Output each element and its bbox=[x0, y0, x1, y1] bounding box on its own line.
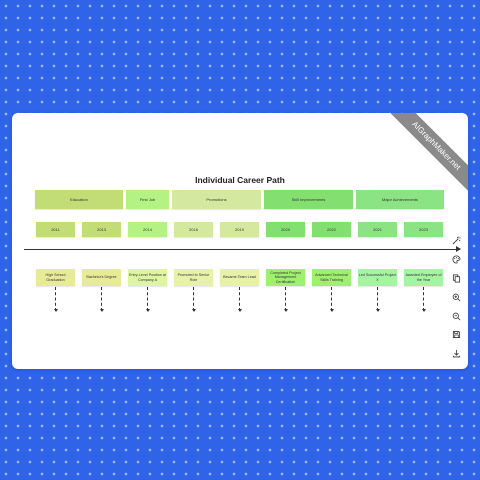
zoom-out-button[interactable] bbox=[449, 309, 463, 323]
event-connector-arrow bbox=[145, 309, 150, 312]
event-connector-arrow bbox=[421, 309, 426, 312]
category-label: First Job bbox=[139, 197, 156, 202]
diagram-title: Individual Career Path bbox=[195, 175, 285, 185]
event-connector bbox=[239, 287, 240, 311]
magic-wand-icon bbox=[452, 235, 461, 244]
event-box: Entry-Level Position at Company A bbox=[128, 269, 167, 286]
event-connector bbox=[285, 287, 286, 311]
year-label: 2020 bbox=[281, 227, 290, 232]
event-label: Advanced Technical Skills Training bbox=[315, 273, 348, 282]
event-label: Promoted to Senior Role bbox=[177, 273, 210, 282]
year-box: 2014 bbox=[128, 222, 167, 237]
copy-button[interactable] bbox=[449, 271, 463, 285]
category-label: Skill Improvements bbox=[291, 197, 326, 202]
event-connector-arrow bbox=[375, 309, 380, 312]
year-label: 2014 bbox=[143, 227, 152, 232]
zoom-in-icon bbox=[452, 293, 460, 301]
event-connector-arrow bbox=[329, 309, 334, 312]
save-button[interactable] bbox=[449, 327, 463, 341]
event-connector-arrow bbox=[99, 309, 104, 312]
category-skill-improvements: Skill Improvements bbox=[264, 190, 353, 209]
event-label: Entry-Level Position at Company A bbox=[129, 273, 166, 282]
timeline-axis bbox=[24, 249, 460, 250]
event-box: Awarded Employee of the Year bbox=[404, 269, 443, 286]
event-box: Promoted to Senior Role bbox=[174, 269, 213, 286]
event-label: Completed Project Management Certificati… bbox=[270, 271, 301, 284]
download-button[interactable] bbox=[449, 346, 463, 360]
palette-button[interactable] bbox=[449, 252, 463, 266]
category-label: Promotions bbox=[206, 197, 227, 202]
event-label: Led Successful Project X bbox=[358, 273, 397, 282]
year-label: 2011 bbox=[51, 227, 60, 232]
category-label: Major Achievements bbox=[381, 197, 418, 202]
event-label: High School Graduation bbox=[45, 273, 66, 282]
year-box: 2016 bbox=[174, 222, 213, 237]
category-education: Education bbox=[35, 190, 123, 209]
event-connector-arrow bbox=[53, 309, 58, 312]
zoom-out-icon bbox=[452, 312, 460, 320]
event-connector bbox=[55, 287, 56, 311]
category-promotions: Promotions bbox=[172, 190, 261, 209]
event-label: Awarded Employee of the Year bbox=[405, 273, 442, 282]
event-connector bbox=[377, 287, 378, 311]
save-icon bbox=[452, 330, 460, 338]
palette-icon bbox=[452, 254, 461, 264]
event-box: Bachelor's Degree bbox=[82, 269, 121, 286]
event-box: Advanced Technical Skills Training bbox=[312, 269, 351, 286]
event-box: Became Team Lead bbox=[220, 269, 259, 286]
year-label: 2019 bbox=[235, 227, 244, 232]
event-connector-arrow bbox=[237, 309, 242, 312]
year-box: 2019 bbox=[220, 222, 259, 237]
year-box: 2021 bbox=[358, 222, 397, 237]
event-connector bbox=[423, 287, 424, 311]
category-first-job: First Job bbox=[126, 190, 169, 209]
copy-icon bbox=[452, 273, 460, 283]
timeline-arrow-head bbox=[456, 246, 461, 252]
event-label: Bachelor's Degree bbox=[86, 275, 117, 280]
year-label: 2023 bbox=[419, 227, 428, 232]
year-box: 2022 bbox=[312, 222, 351, 237]
zoom-in-button[interactable] bbox=[449, 290, 463, 304]
year-label: 2021 bbox=[373, 227, 382, 232]
download-icon bbox=[452, 349, 460, 357]
event-box: High School Graduation bbox=[36, 269, 75, 286]
year-box: 2020 bbox=[266, 222, 305, 237]
event-box: Completed Project Management Certificati… bbox=[266, 269, 305, 286]
year-box: 2013 bbox=[82, 222, 121, 237]
event-box: Led Successful Project X bbox=[358, 269, 397, 286]
watermark-ribbon: AIGraphMaker.net bbox=[380, 113, 468, 202]
event-connector-arrow bbox=[283, 309, 288, 312]
magic-wand-button[interactable] bbox=[449, 233, 463, 247]
year-box: 2023 bbox=[404, 222, 443, 237]
year-label: 2013 bbox=[97, 227, 106, 232]
diagram-card: AIGraphMaker.net Individual Career Path … bbox=[12, 113, 468, 369]
event-connector bbox=[193, 287, 194, 311]
category-major-achievements: Major Achievements bbox=[356, 190, 444, 209]
year-box: 2011 bbox=[36, 222, 75, 237]
event-label: Became Team Lead bbox=[223, 275, 256, 280]
year-label: 2022 bbox=[327, 227, 336, 232]
year-label: 2016 bbox=[189, 227, 198, 232]
event-connector bbox=[101, 287, 102, 311]
event-connector-arrow bbox=[191, 309, 196, 312]
event-connector bbox=[147, 287, 148, 311]
event-connector bbox=[331, 287, 332, 311]
category-label: Education bbox=[70, 197, 88, 202]
